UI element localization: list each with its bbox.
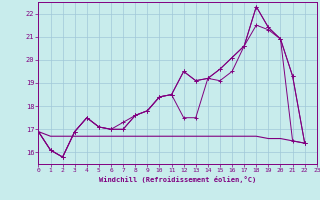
X-axis label: Windchill (Refroidissement éolien,°C): Windchill (Refroidissement éolien,°C) — [99, 176, 256, 183]
